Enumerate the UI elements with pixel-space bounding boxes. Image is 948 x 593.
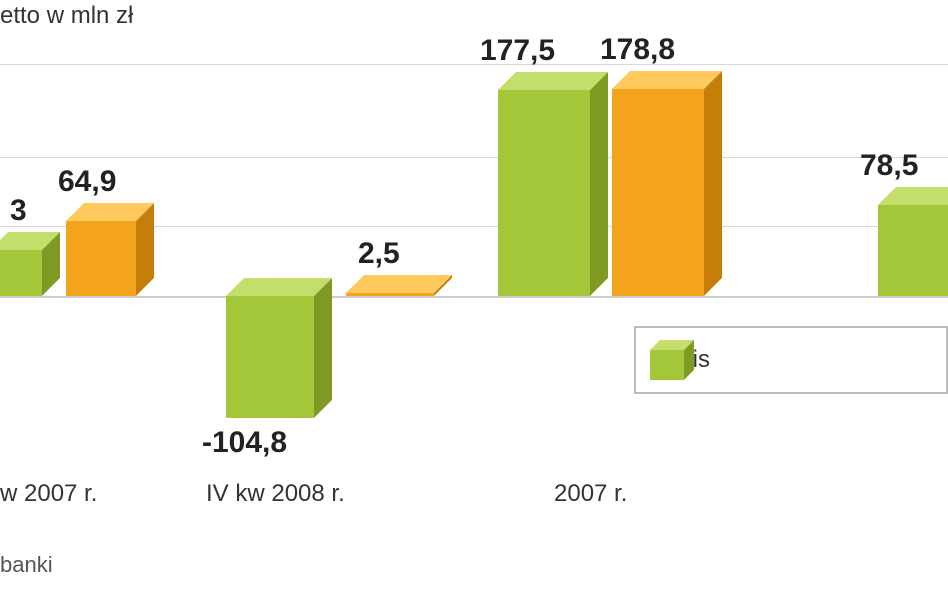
bar-fortis-0 — [0, 250, 42, 296]
bar-fortis-1 — [226, 296, 314, 418]
chart-title: etto w mln zł — [0, 2, 133, 30]
bar-value-label: 177,5 — [480, 34, 555, 68]
x-axis-label: IV kw 2008 r. — [206, 480, 345, 508]
legend-swatch — [650, 340, 694, 380]
chart-plot-area: 364,9-104,82,5177,5178,878,5 — [0, 60, 948, 480]
bar-value-label: 64,9 — [58, 165, 116, 199]
bar-value-label: 3 — [10, 194, 27, 228]
gridline — [0, 157, 948, 158]
x-axis-label: w 2007 r. — [0, 480, 97, 508]
bar-fortis-3 — [878, 205, 948, 296]
bar-fortis-2 — [498, 90, 590, 296]
bar-series2-1 — [346, 293, 434, 296]
zero-line — [0, 296, 948, 298]
bar-series2-0 — [66, 221, 136, 296]
x-axis-label: 2007 r. — [554, 480, 627, 508]
bar-value-label: -104,8 — [202, 426, 287, 460]
bar-value-label: 178,8 — [600, 33, 675, 67]
bar-series2-2 — [612, 89, 704, 296]
gridline — [0, 64, 948, 65]
bar-value-label: 2,5 — [358, 237, 400, 271]
bar-value-label: 78,5 — [860, 149, 918, 183]
legend: Fortis — [634, 326, 948, 394]
chart-source-label: banki — [0, 552, 53, 578]
